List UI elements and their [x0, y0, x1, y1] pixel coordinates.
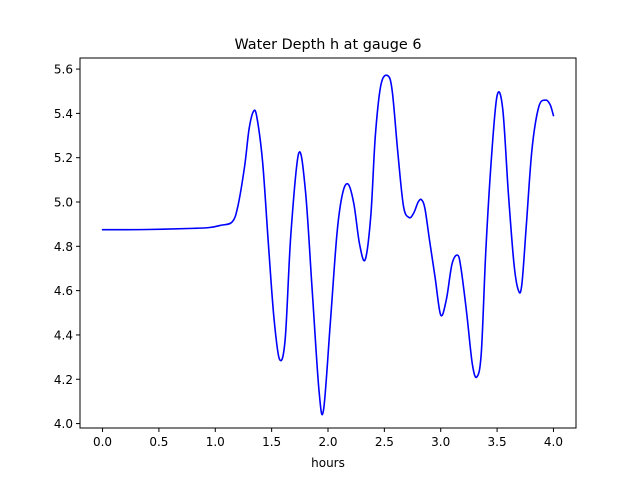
y-axis: 4.0 4.2 4.4 4.6 4.8 5.0 5.2 5.4 5.6: [54, 63, 80, 431]
x-tick-label: 0.0: [93, 435, 112, 449]
plot-frame: [79, 57, 577, 429]
y-tick-label: 5.4: [54, 107, 73, 121]
x-axis: 0.0 0.5 1.0 1.5 2.0 2.5 3.0 3.5 4.0: [93, 428, 563, 449]
y-tick-label: 5.6: [54, 63, 73, 77]
x-tick-label: 0.5: [149, 435, 168, 449]
y-tick-label: 4.2: [54, 373, 73, 387]
y-tick-label: 4.0: [54, 417, 73, 431]
x-tick-label: 1.5: [262, 435, 281, 449]
y-tick-label: 4.6: [54, 284, 73, 298]
y-tick-label: 4.8: [54, 240, 73, 254]
x-tick-label: 3.0: [431, 435, 450, 449]
chart-title: Water Depth h at gauge 6: [234, 37, 421, 53]
series-line-water-depth: [101, 74, 555, 416]
x-tick-label: 4.0: [544, 435, 563, 449]
x-tick-label: 2.0: [318, 435, 337, 449]
y-tick-label: 5.0: [54, 196, 73, 210]
x-tick-label: 1.0: [206, 435, 225, 449]
x-axis-label: hours: [311, 456, 345, 470]
x-tick-label: 2.5: [375, 435, 394, 449]
y-tick-label: 5.2: [54, 151, 73, 165]
y-tick-label: 4.4: [54, 328, 73, 342]
x-tick-label: 3.5: [488, 435, 507, 449]
